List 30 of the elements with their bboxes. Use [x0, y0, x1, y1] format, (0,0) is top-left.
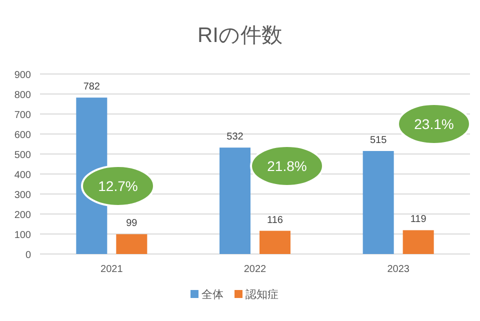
y-tick-label: 0 — [25, 250, 32, 261]
y-tick-label: 300 — [14, 190, 32, 201]
bar — [402, 230, 434, 254]
data-label: 99 — [126, 218, 138, 230]
y-tick-label: 700 — [14, 110, 32, 121]
data-label: 532 — [226, 132, 244, 143]
x-tick-label: 2021 — [100, 264, 124, 275]
legend-label: 認知症 — [246, 288, 278, 301]
annotation: 12.7% — [98, 178, 138, 194]
data-label: 119 — [410, 214, 427, 226]
x-tick-label: 2023 — [387, 264, 410, 275]
data-label: 116 — [267, 214, 284, 226]
annotation: 23.1% — [414, 116, 454, 132]
data-label: 515 — [370, 135, 388, 146]
chart-title: RIの件数 — [198, 24, 282, 47]
bar — [220, 148, 250, 254]
y-tick-label: 200 — [14, 210, 32, 221]
legend-label: 全体 — [202, 289, 224, 301]
y-tick-label: 100 — [14, 230, 32, 241]
x-tick-label: 2022 — [244, 264, 267, 275]
y-tick-label: 400 — [14, 170, 32, 181]
bar — [260, 230, 290, 254]
y-tick-label: 800 — [14, 90, 32, 101]
y-tick-label: 900 — [14, 70, 32, 81]
annotation: 21.8% — [267, 158, 307, 174]
bar — [362, 151, 394, 254]
y-tick-label: 600 — [14, 130, 32, 141]
bar — [116, 234, 148, 254]
data-label: 782 — [83, 82, 100, 93]
y-tick-label: 500 — [14, 150, 32, 161]
